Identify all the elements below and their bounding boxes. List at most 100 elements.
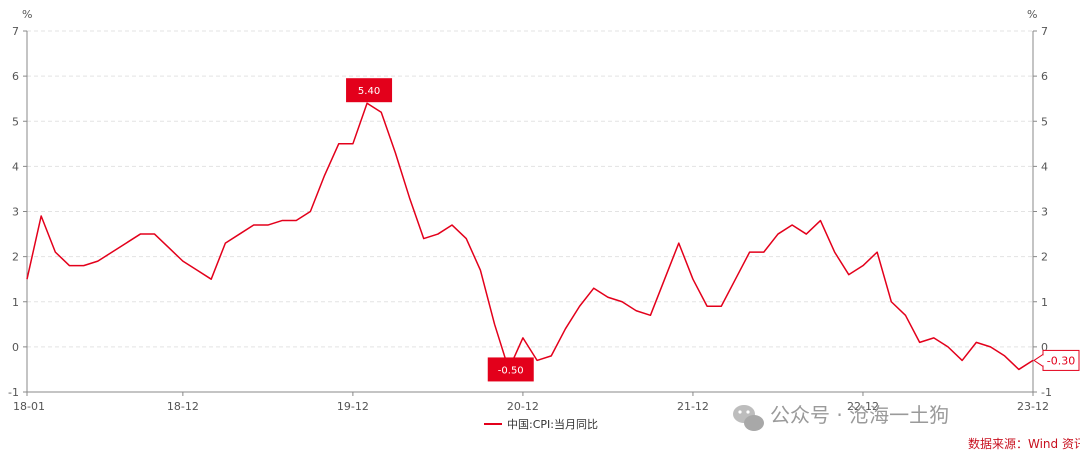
data-point xyxy=(649,314,651,316)
data-point xyxy=(890,301,892,303)
data-point xyxy=(97,260,99,262)
data-point xyxy=(210,278,212,280)
legend-label: 中国:CPI:当月同比 xyxy=(507,417,598,431)
data-point xyxy=(748,251,750,253)
data-point xyxy=(621,301,623,303)
data-point xyxy=(125,242,127,244)
left-y-tick-labels: -1 0 1 2 3 4 5 6 7 xyxy=(8,25,19,399)
data-point xyxy=(989,346,991,348)
data-point xyxy=(678,242,680,244)
x-tick-label: 23-12 xyxy=(1017,400,1049,413)
end-value-label: -0.30 xyxy=(1047,354,1075,367)
y-tick-label: -1 xyxy=(1041,386,1052,399)
y-tick-label: 5 xyxy=(12,115,19,128)
data-point xyxy=(536,359,538,361)
data-point xyxy=(352,143,354,145)
data-point xyxy=(904,314,906,316)
y-tick-label: 6 xyxy=(1041,70,1048,83)
data-point xyxy=(238,233,240,235)
data-point xyxy=(309,210,311,212)
data-point xyxy=(465,237,467,239)
data-point xyxy=(111,251,113,253)
legend: 中国:CPI:当月同比 xyxy=(484,417,598,431)
callout-box xyxy=(487,357,534,382)
right-y-tick-labels: -1 0 1 2 3 4 5 6 7 xyxy=(1041,25,1052,399)
right-unit-label: % xyxy=(1027,8,1037,21)
data-point xyxy=(295,219,297,221)
x-tick-label: 18-12 xyxy=(167,400,199,413)
cpi-series-line xyxy=(26,102,1034,371)
y-tick-label: -1 xyxy=(8,386,19,399)
data-point xyxy=(40,215,42,217)
data-point xyxy=(1018,368,1020,370)
data-point xyxy=(82,264,84,266)
data-point xyxy=(833,251,835,253)
data-point xyxy=(876,251,878,253)
callout-label: 5.40 xyxy=(358,86,380,97)
y-tick-label: 4 xyxy=(12,160,19,173)
data-point xyxy=(408,197,410,199)
data-point xyxy=(564,328,566,330)
y-tick-label: 3 xyxy=(1041,206,1048,219)
data-point xyxy=(253,224,255,226)
data-point xyxy=(224,242,226,244)
data-point xyxy=(663,278,665,280)
data-point xyxy=(819,219,821,221)
data-point xyxy=(578,305,580,307)
y-tick-label: 3 xyxy=(12,206,19,219)
data-point xyxy=(451,224,453,226)
data-point xyxy=(692,278,694,280)
data-point xyxy=(68,264,70,266)
data-point xyxy=(479,269,481,271)
data-point xyxy=(805,233,807,235)
data-point xyxy=(338,143,340,145)
data-point xyxy=(706,305,708,307)
callouts: 5.40 -0.50 -0.30 xyxy=(346,78,1080,382)
y-tick-label: 5 xyxy=(1041,115,1048,128)
data-point xyxy=(791,224,793,226)
data-point xyxy=(182,260,184,262)
data-point xyxy=(267,224,269,226)
data-point xyxy=(437,233,439,235)
y-tick-label: 6 xyxy=(12,70,19,83)
data-point xyxy=(423,237,425,239)
data-point xyxy=(593,287,595,289)
data-point xyxy=(933,337,935,339)
data-point xyxy=(323,174,325,176)
data-point xyxy=(26,278,28,280)
data-point xyxy=(196,269,198,271)
data-point xyxy=(947,346,949,348)
data-point xyxy=(153,233,155,235)
data-point xyxy=(366,102,368,104)
x-tick-label: 21-12 xyxy=(677,400,709,413)
data-point xyxy=(522,337,524,339)
data-point xyxy=(167,246,169,248)
x-tick-label: 18-01 xyxy=(13,400,45,413)
data-point xyxy=(777,233,779,235)
source-note: 数据来源：Wind 资讯汇 xyxy=(968,436,1080,451)
data-point xyxy=(734,278,736,280)
data-point xyxy=(961,359,963,361)
x-tick-labels: 18-01 18-12 19-12 20-12 21-12 22-12 23-12 xyxy=(13,392,1049,413)
data-point xyxy=(862,264,864,266)
data-point xyxy=(607,296,609,298)
data-point xyxy=(848,273,850,275)
y-tick-label: 0 xyxy=(1041,341,1048,354)
grid-lines xyxy=(23,30,1037,393)
y-tick-label: 4 xyxy=(1041,160,1048,173)
y-tick-label: 0 xyxy=(12,341,19,354)
data-point xyxy=(394,152,396,154)
left-unit-label: % xyxy=(22,8,32,21)
end-label-join xyxy=(1042,355,1045,366)
callout-box xyxy=(346,78,393,103)
data-point xyxy=(918,341,920,343)
data-point xyxy=(380,111,382,113)
x-tick-label: 19-12 xyxy=(337,400,369,413)
series-layer xyxy=(26,102,1034,371)
watermark-text: 公众号 · 沧海一土狗 xyxy=(770,403,949,427)
y-tick-label: 7 xyxy=(1041,25,1048,38)
data-point xyxy=(281,219,283,221)
data-point xyxy=(493,323,495,325)
y-tick-label: 7 xyxy=(12,25,19,38)
